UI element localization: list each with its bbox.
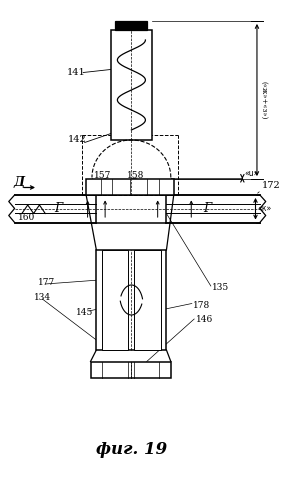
- Text: 160: 160: [18, 213, 35, 222]
- Text: «u»: «u»: [244, 169, 258, 178]
- Bar: [115, 21, 147, 30]
- Bar: [111, 30, 152, 140]
- Text: 135: 135: [212, 283, 229, 292]
- Text: 157: 157: [93, 172, 111, 180]
- Bar: [86, 179, 174, 195]
- Bar: [134, 250, 161, 350]
- Text: 177: 177: [38, 278, 55, 287]
- Bar: [91, 362, 171, 378]
- Text: Г: Г: [203, 202, 211, 215]
- Text: 158: 158: [127, 172, 145, 180]
- Text: 142: 142: [68, 136, 87, 144]
- Text: 178: 178: [193, 300, 210, 310]
- Text: 146: 146: [196, 316, 213, 324]
- Bar: [96, 250, 166, 350]
- Text: 134: 134: [34, 293, 51, 302]
- Text: 172: 172: [261, 181, 280, 190]
- Text: фиг. 19: фиг. 19: [96, 442, 167, 458]
- Bar: [102, 250, 128, 350]
- Text: 145: 145: [76, 308, 93, 317]
- Text: («ж»+«з»): («ж»+«з»): [259, 81, 267, 119]
- Text: Д: Д: [13, 176, 25, 189]
- Text: 141: 141: [67, 68, 85, 77]
- Text: Г: Г: [54, 202, 62, 215]
- Text: «к»: «к»: [257, 204, 272, 213]
